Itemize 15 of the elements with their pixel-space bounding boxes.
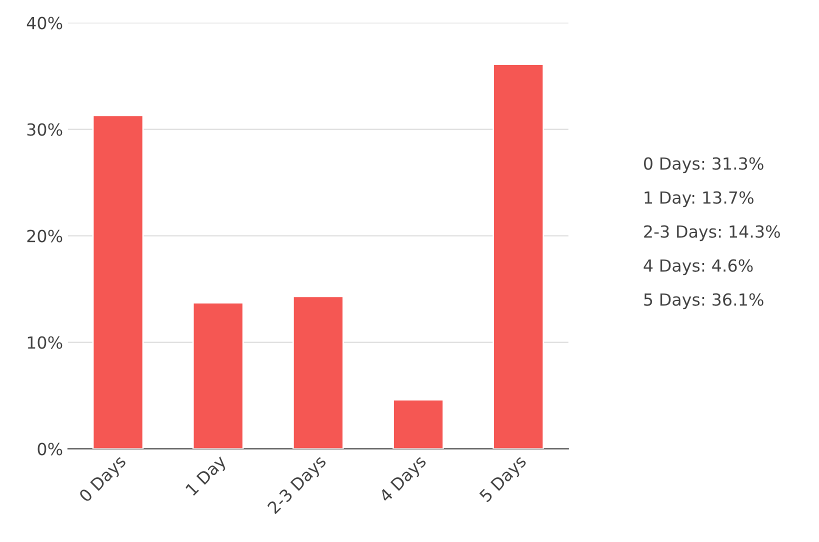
text: 5 Days: 36.1% xyxy=(644,293,764,310)
y-tick-label: 40% xyxy=(26,16,62,30)
y-tick-label: 10% xyxy=(28,336,62,349)
text: 0 Days: 31.3% xyxy=(644,157,764,174)
text: 1 Day: 13.7% xyxy=(644,191,754,208)
bar xyxy=(392,399,444,449)
text: 2-3 Days: 14.3% xyxy=(644,225,780,242)
bar xyxy=(192,302,244,449)
y-tick-label: 20% xyxy=(27,230,62,242)
bar xyxy=(92,114,144,449)
y-tick-label: 30% xyxy=(27,123,62,136)
bar xyxy=(492,64,544,449)
bar xyxy=(292,296,344,449)
y-tick-label: 0% xyxy=(38,442,62,456)
text: 4 Days: 4.6% xyxy=(644,259,753,276)
